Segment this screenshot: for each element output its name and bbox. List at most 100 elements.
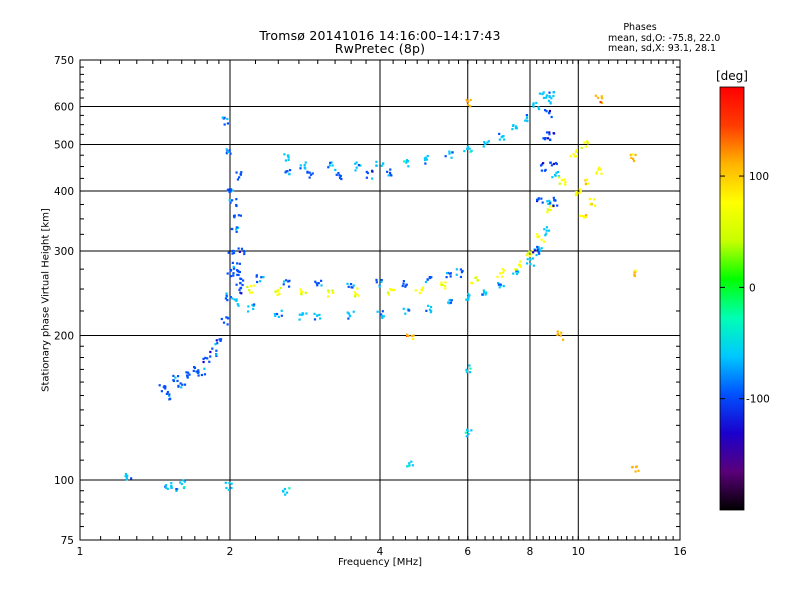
data-point xyxy=(467,295,470,299)
data-point xyxy=(600,101,604,104)
data-point xyxy=(470,282,474,285)
data-point xyxy=(631,157,635,161)
data-point xyxy=(536,233,539,236)
data-point xyxy=(304,161,307,164)
data-point xyxy=(347,312,351,315)
data-point xyxy=(586,141,589,144)
data-point xyxy=(287,285,291,288)
data-point xyxy=(251,291,254,294)
data-point xyxy=(549,208,552,212)
data-point xyxy=(406,160,410,163)
data-point xyxy=(228,482,231,485)
data-point xyxy=(284,159,288,162)
data-point xyxy=(448,150,451,153)
data-point xyxy=(408,309,411,312)
data-point xyxy=(279,287,282,290)
data-point xyxy=(329,161,332,164)
data-point xyxy=(466,145,469,148)
data-point xyxy=(130,477,133,480)
data-point xyxy=(557,170,560,174)
data-point xyxy=(540,247,543,250)
data-point xyxy=(429,311,432,314)
data-point xyxy=(441,283,444,287)
data-point xyxy=(560,178,563,182)
data-point xyxy=(235,171,238,174)
data-point xyxy=(225,292,228,295)
data-point xyxy=(283,153,286,156)
data-point xyxy=(526,252,529,255)
data-point xyxy=(375,281,378,284)
data-point xyxy=(357,164,360,167)
data-point xyxy=(593,204,597,207)
data-point xyxy=(512,124,515,127)
data-point xyxy=(346,282,349,285)
data-point xyxy=(558,182,561,185)
data-point xyxy=(515,272,519,276)
data-point xyxy=(197,374,200,377)
data-point xyxy=(255,275,258,278)
data-point xyxy=(548,133,551,136)
data-point xyxy=(230,275,233,278)
data-point xyxy=(380,314,384,318)
data-point xyxy=(555,171,558,174)
data-point xyxy=(465,98,468,101)
data-point xyxy=(228,190,231,194)
data-point xyxy=(528,254,531,258)
data-point xyxy=(202,360,205,364)
data-point xyxy=(158,384,161,387)
data-point xyxy=(232,272,235,275)
data-point xyxy=(215,353,218,356)
data-point xyxy=(578,192,581,195)
data-point xyxy=(538,92,542,95)
data-point xyxy=(498,132,501,136)
data-point xyxy=(564,181,567,184)
data-point xyxy=(501,135,504,138)
data-point xyxy=(226,150,230,154)
data-point xyxy=(512,272,515,275)
data-point xyxy=(532,105,535,108)
data-point xyxy=(406,308,410,311)
data-point xyxy=(466,103,470,107)
data-point xyxy=(585,214,588,217)
data-point xyxy=(180,386,183,389)
data-point xyxy=(124,475,127,478)
data-point xyxy=(542,240,545,243)
data-point xyxy=(514,268,517,271)
data-point xyxy=(299,167,302,170)
data-point xyxy=(600,172,603,175)
data-point xyxy=(466,429,469,433)
data-point xyxy=(230,199,234,202)
data-point xyxy=(515,125,518,128)
data-point xyxy=(525,262,529,265)
data-point xyxy=(230,227,233,231)
data-point xyxy=(273,313,276,316)
data-point xyxy=(499,272,502,275)
data-point xyxy=(183,485,186,489)
data-point xyxy=(468,371,472,374)
data-point xyxy=(412,334,415,337)
data-point xyxy=(573,155,577,158)
data-point xyxy=(381,316,384,320)
data-point xyxy=(424,280,428,284)
data-point xyxy=(428,276,431,279)
data-point xyxy=(449,301,453,304)
data-point xyxy=(449,272,452,275)
data-point xyxy=(541,201,544,204)
data-point xyxy=(375,278,378,282)
data-point xyxy=(306,170,309,173)
data-point xyxy=(503,269,506,272)
data-point xyxy=(578,188,581,191)
data-point xyxy=(390,174,393,177)
data-point xyxy=(590,203,593,206)
data-point xyxy=(168,393,171,396)
data-point xyxy=(125,476,128,479)
data-point xyxy=(238,270,242,274)
data-point xyxy=(226,122,230,125)
colorbar-tick-label: 100 xyxy=(749,171,769,183)
data-point xyxy=(448,298,452,302)
data-point xyxy=(537,197,540,200)
data-point xyxy=(355,161,358,164)
data-point xyxy=(183,480,186,483)
data-point xyxy=(182,479,185,482)
